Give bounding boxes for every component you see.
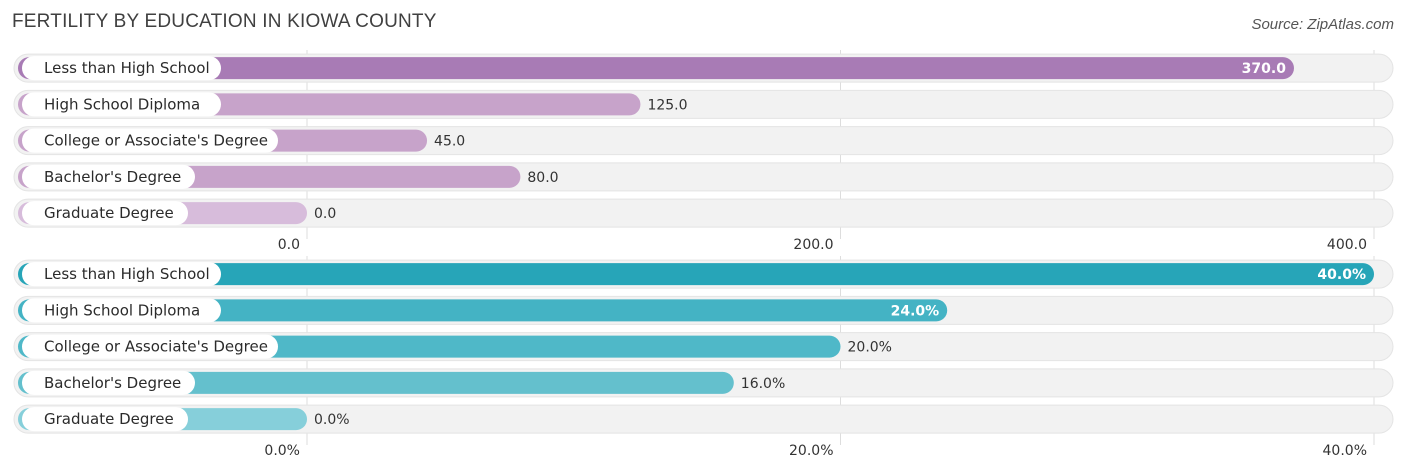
value-label: 0.0 [314, 206, 336, 222]
value-label: 45.0 [434, 134, 465, 150]
bar [18, 299, 948, 322]
bar [18, 371, 734, 394]
value-label: 0.0% [314, 412, 350, 428]
category-label: Bachelor's Degree [44, 168, 181, 186]
category-label-pill [22, 201, 188, 226]
category-label: High School Diploma [44, 301, 200, 319]
tick-label: 200.0 [793, 237, 833, 253]
bar [18, 57, 1294, 80]
chart-panel-2: Less than High School 40.0% High School Di… [13, 256, 1394, 459]
tick-label: 0.0 [278, 237, 300, 253]
category-label-pill [22, 407, 188, 432]
category-label: College or Associate's Degree [44, 132, 268, 150]
category-label-pill [22, 92, 221, 117]
category-label-pill [22, 128, 278, 153]
value-label: 24.0% [891, 303, 940, 319]
chart-panel-1: Less than High School 370.0 High School Di… [13, 50, 1394, 253]
tick-label: 0.0% [264, 443, 300, 459]
tick-label: 400.0 [1327, 237, 1367, 253]
category-label-pill [22, 298, 221, 323]
value-label: 80.0 [527, 170, 558, 186]
category-label-pill [22, 164, 195, 189]
value-label: 370.0 [1242, 61, 1287, 77]
chart-title: FERTILITY BY EDUCATION IN KIOWA COUNTY [12, 11, 437, 32]
value-label: 16.0% [741, 376, 785, 392]
category-label-pill [22, 56, 221, 81]
bar-track [13, 198, 1394, 228]
source-credit: Source: ZipAtlas.com [1251, 16, 1394, 33]
tick-label: 40.0% [1323, 443, 1367, 459]
category-label: College or Associate's Degree [44, 338, 268, 356]
category-label: Graduate Degree [44, 410, 174, 428]
category-label-pill [22, 334, 278, 359]
category-label: Less than High School [44, 265, 210, 283]
bar [18, 263, 1374, 286]
category-label-pill [22, 262, 221, 287]
value-label: 125.0 [647, 97, 687, 113]
category-label: Graduate Degree [44, 204, 174, 222]
bar-track [13, 404, 1394, 434]
category-label: Bachelor's Degree [44, 374, 181, 392]
category-label: Less than High School [44, 59, 210, 77]
tick-label: 20.0% [789, 443, 833, 459]
value-label: 20.0% [848, 340, 892, 356]
category-label: High School Diploma [44, 95, 200, 113]
value-label: 40.0% [1317, 267, 1366, 283]
category-label-pill [22, 370, 195, 395]
